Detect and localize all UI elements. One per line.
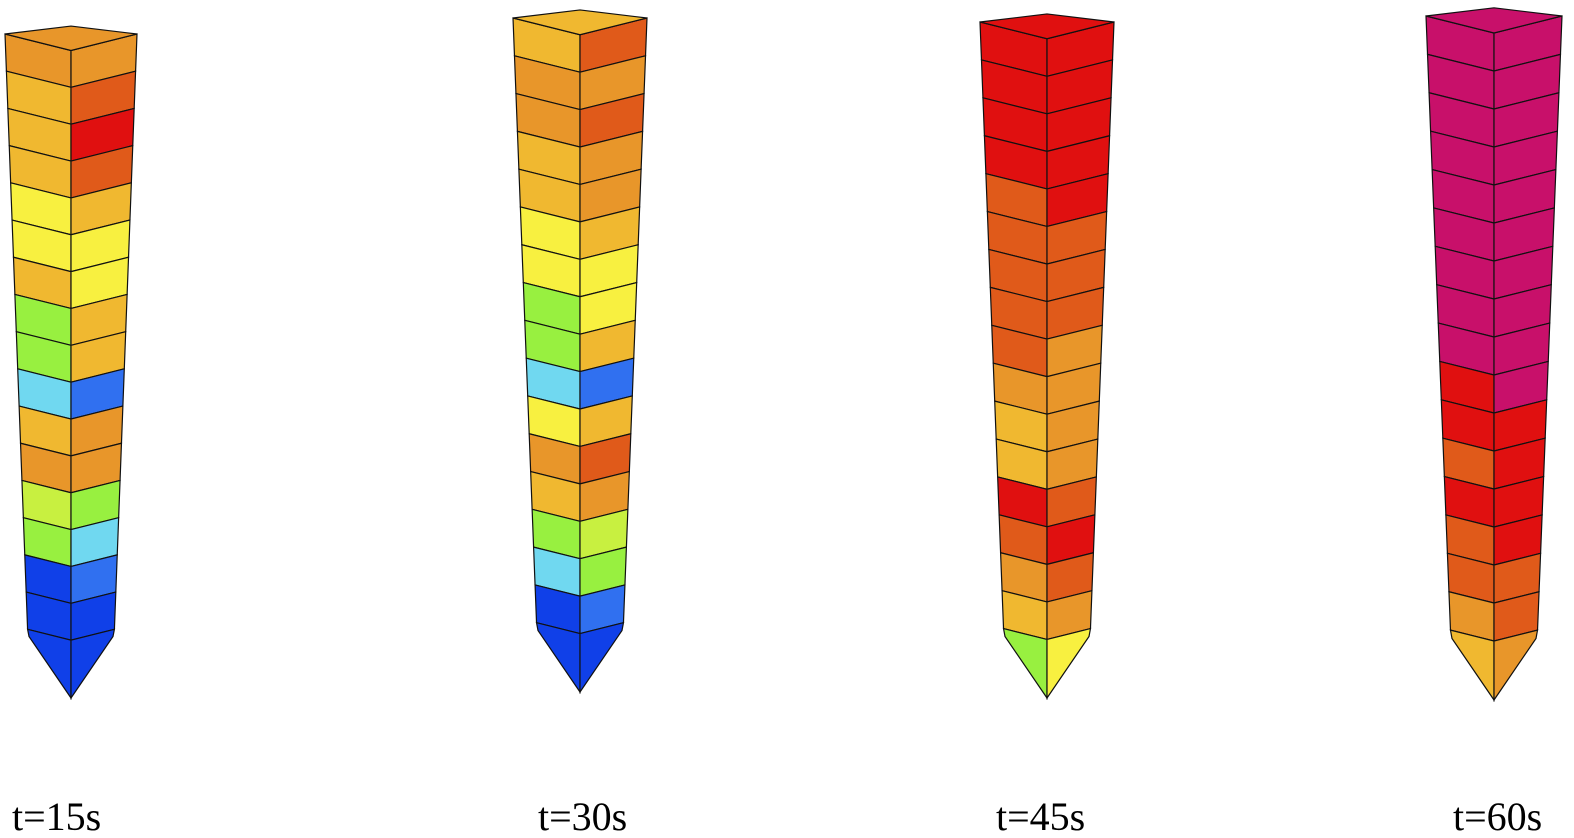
column-top: [4, 25, 138, 52]
column-face: [1046, 627, 1092, 700]
column-face: [1002, 627, 1048, 700]
column-face: [70, 628, 116, 700]
column-top: [979, 13, 1115, 40]
time-label: t=60s: [1453, 794, 1542, 838]
column-face: [1449, 629, 1495, 702]
column-face: [1493, 629, 1539, 702]
column-top: [1425, 7, 1563, 34]
time-label: t=15s: [12, 794, 101, 838]
time-label: t=30s: [538, 794, 627, 838]
column-face: [535, 621, 581, 694]
column-face: [26, 628, 72, 700]
column-top: [512, 9, 648, 36]
time-label: t=45s: [996, 794, 1085, 838]
column-face: [579, 621, 625, 694]
columns: [4, 7, 1563, 702]
